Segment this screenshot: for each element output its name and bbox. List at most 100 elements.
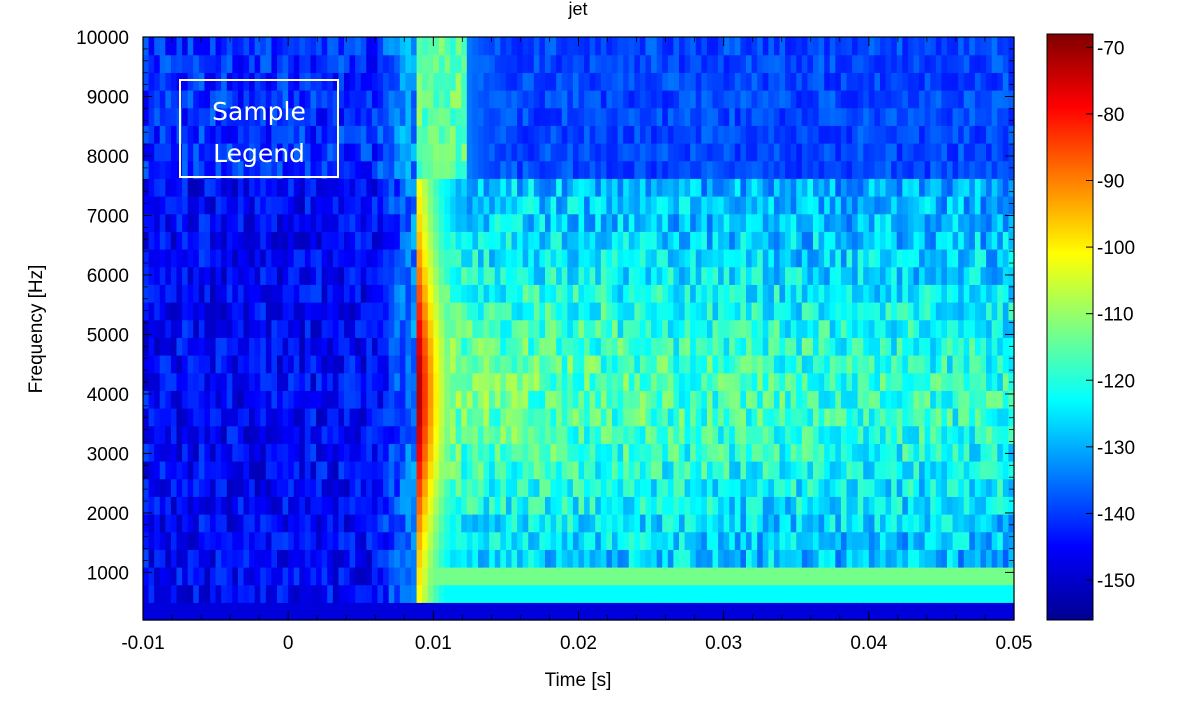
heatmap-cell — [226, 372, 233, 391]
heatmap-cell — [349, 125, 356, 144]
heatmap-cell — [366, 143, 373, 162]
heatmap-cell — [612, 549, 619, 568]
heatmap-cell — [321, 408, 328, 427]
heatmap-cell — [639, 496, 647, 515]
heatmap-cell — [517, 266, 524, 285]
heatmap-cell — [857, 461, 864, 480]
heatmap-cell — [489, 319, 496, 338]
heatmap-cell — [154, 319, 161, 338]
heatmap-cell — [438, 408, 446, 427]
heatmap-cell — [260, 478, 267, 497]
heatmap-cell — [634, 478, 641, 497]
heatmap-cell — [880, 584, 887, 603]
heatmap-cell — [371, 72, 379, 91]
heatmap-cell — [383, 408, 390, 427]
heatmap-cell — [226, 584, 233, 603]
heatmap-cell — [254, 196, 261, 215]
heatmap-cell — [634, 72, 641, 91]
heatmap-cell — [187, 602, 194, 621]
heatmap-cell — [712, 461, 719, 480]
heatmap-cell — [757, 160, 764, 179]
heatmap-cell — [165, 178, 172, 197]
heatmap-cell — [293, 54, 300, 73]
heatmap-cell — [952, 107, 959, 126]
heatmap-cell — [321, 178, 328, 197]
heatmap-cell — [919, 143, 926, 162]
heatmap-cell — [170, 567, 178, 586]
heatmap-cell — [344, 355, 351, 374]
heatmap-cell — [695, 408, 702, 427]
heatmap-cell — [589, 302, 596, 321]
heatmap-cell — [159, 249, 166, 268]
heatmap-cell — [857, 443, 864, 462]
heatmap-cell — [768, 125, 775, 144]
heatmap-cell — [170, 302, 178, 321]
heatmap-cell — [461, 196, 468, 215]
heatmap-cell — [628, 478, 635, 497]
heatmap-cell — [963, 90, 970, 109]
heatmap-cell — [366, 196, 373, 215]
heatmap-cell — [265, 461, 273, 480]
heatmap-cell — [606, 284, 613, 303]
heatmap-cell — [344, 143, 351, 162]
heatmap-cell — [690, 54, 697, 73]
heatmap-cell — [277, 390, 284, 409]
heatmap-cell — [193, 425, 200, 444]
heatmap-cell — [461, 319, 468, 338]
heatmap-cell — [489, 408, 496, 427]
heatmap-cell — [265, 319, 273, 338]
heatmap-cell — [885, 567, 892, 586]
heatmap-cell — [690, 284, 697, 303]
heatmap-cell — [880, 231, 887, 250]
heatmap-cell — [159, 443, 166, 462]
heatmap-cell — [450, 531, 457, 550]
heatmap-cell — [924, 231, 931, 250]
heatmap-cell — [416, 549, 423, 568]
heatmap-cell — [773, 478, 781, 497]
heatmap-cell — [796, 355, 803, 374]
heatmap-cell — [584, 337, 591, 356]
heatmap-cell — [170, 514, 178, 533]
heatmap-cell — [159, 37, 166, 56]
heatmap-cell — [528, 107, 535, 126]
heatmap-cell — [980, 514, 987, 533]
heatmap-cell — [366, 496, 373, 515]
heatmap-cell — [170, 425, 178, 444]
heatmap-cell — [422, 196, 429, 215]
heatmap-cell — [271, 584, 278, 603]
heatmap-cell — [779, 514, 786, 533]
heatmap-cell — [578, 355, 585, 374]
heatmap-cell — [623, 461, 630, 480]
heatmap-cell — [606, 231, 613, 250]
heatmap-cell — [578, 584, 585, 603]
heatmap-cell — [785, 125, 792, 144]
heatmap-cell — [461, 213, 468, 232]
heatmap-cell — [913, 231, 920, 250]
heatmap-cell — [584, 54, 591, 73]
heatmap-cell — [612, 284, 619, 303]
heatmap-cell — [316, 213, 323, 232]
heatmap-cell — [455, 390, 462, 409]
heatmap-cell — [695, 143, 702, 162]
heatmap-cell — [947, 531, 954, 550]
heatmap-cell — [662, 549, 669, 568]
heatmap-cell — [522, 355, 529, 374]
heatmap-cell — [511, 372, 518, 391]
heatmap-cell — [706, 319, 714, 338]
heatmap-cell — [773, 549, 781, 568]
heatmap-cell — [165, 231, 172, 250]
heatmap-cell — [880, 337, 887, 356]
heatmap-cell — [723, 249, 730, 268]
heatmap-cell — [399, 496, 407, 515]
heatmap-cell — [673, 125, 680, 144]
heatmap-cell — [606, 584, 613, 603]
heatmap-cell — [746, 90, 753, 109]
heatmap-cell — [159, 496, 166, 515]
heatmap-cell — [718, 408, 725, 427]
heatmap-cell — [757, 514, 764, 533]
heatmap-cell — [924, 390, 931, 409]
heatmap-cell — [572, 584, 580, 603]
heatmap-cell — [355, 284, 362, 303]
heatmap-cell — [891, 196, 898, 215]
heatmap-cell — [762, 72, 769, 91]
